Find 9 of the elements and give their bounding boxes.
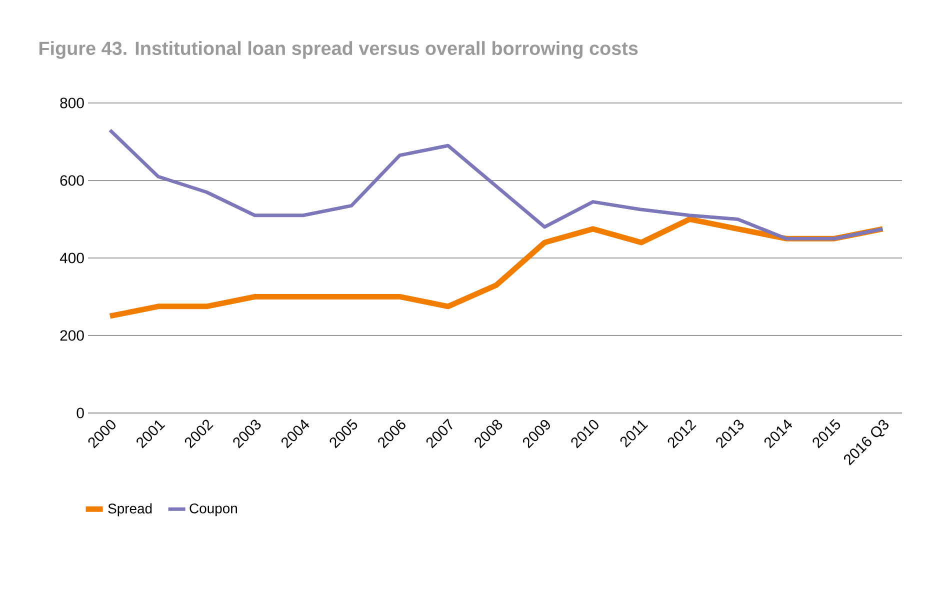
- chart-title: Figure 43. Institutional loan spread versus overall borrowing costs: [39, 41, 638, 59]
- y-tick-label: 600: [60, 175, 84, 186]
- legend-label: Coupon: [190, 503, 237, 516]
- line-series: [108, 128, 884, 240]
- legend-label: Spread: [108, 503, 152, 516]
- y-tick-label: 200: [60, 330, 84, 341]
- y-tick-label: 400: [60, 252, 84, 264]
- y-tick-label: 800: [60, 98, 84, 108]
- y-tick-label: 0: [76, 408, 84, 418]
